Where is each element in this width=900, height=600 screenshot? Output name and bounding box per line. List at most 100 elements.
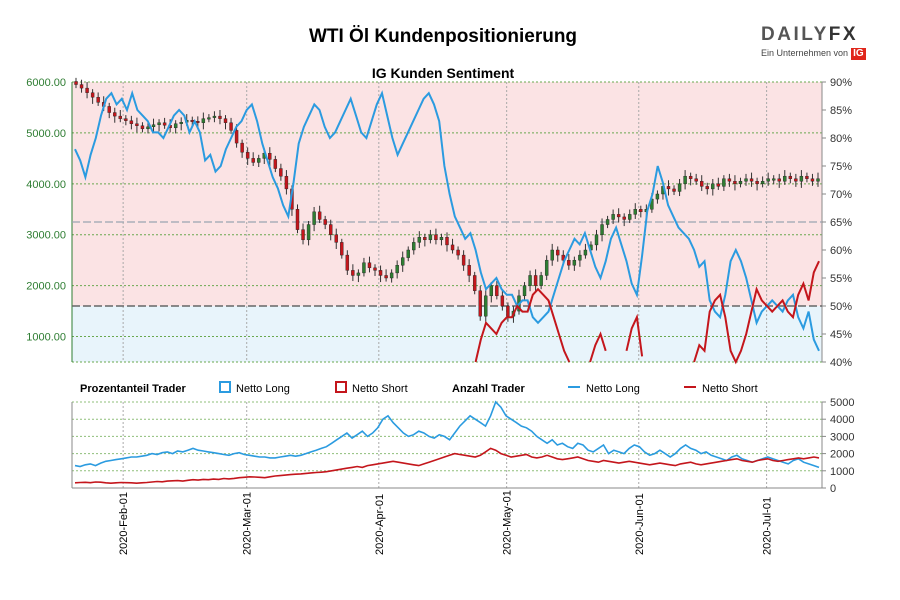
candle-bull	[600, 224, 604, 235]
candle-bear	[694, 178, 698, 182]
candle-bull	[151, 124, 156, 127]
candle-bull	[766, 178, 770, 182]
candle-bear	[423, 237, 427, 241]
chart-title: WTI Öl Kundenpositionierung	[309, 26, 577, 47]
candle-bear	[162, 122, 167, 126]
net-long-pct-line	[74, 89, 820, 352]
candle-bear	[279, 168, 283, 177]
candle-bear	[124, 118, 128, 121]
candle-bear	[461, 254, 466, 266]
candle-bull	[578, 254, 582, 261]
x-tick-label: 2020-Feb-01	[118, 492, 130, 555]
candle-bear	[672, 188, 676, 192]
y-count-tick-label: 3000	[830, 431, 854, 443]
candle-bull	[611, 214, 615, 220]
y-right-tick-label: 70%	[830, 189, 852, 201]
logo-sub-text: Ein Unternehmen von	[761, 48, 849, 58]
candle-bear	[85, 87, 89, 93]
candle-bear	[113, 112, 117, 117]
candle-bull	[633, 209, 637, 215]
candle-bull	[401, 257, 405, 266]
candle-bull	[306, 224, 311, 241]
candle-bull	[406, 249, 410, 258]
candle-bear	[716, 183, 721, 187]
candle-bull	[816, 178, 820, 182]
candle-bear	[295, 209, 300, 230]
chart-subtitle: IG Kunden Sentiment	[372, 65, 515, 81]
net-short-pct-line	[474, 260, 820, 365]
candle-bear	[273, 159, 278, 169]
candle-bull	[312, 211, 316, 225]
y-right-tick-label: 90%	[830, 77, 852, 89]
candle-bear	[472, 275, 477, 291]
y-right-tick-label: 85%	[830, 105, 852, 117]
candle-bear	[805, 175, 809, 179]
candle-bear	[79, 84, 84, 89]
candle-bear	[777, 178, 781, 182]
y-right-tick-label: 80%	[830, 133, 852, 145]
candle-bull	[594, 234, 599, 246]
net-long-count-line	[74, 400, 820, 469]
candle-bear	[506, 305, 510, 317]
legend-count-title: Anzahl Trader	[452, 383, 525, 395]
candle-bear	[323, 219, 327, 225]
candle-bear	[495, 285, 499, 297]
net-short-zone	[72, 82, 822, 306]
candle-bull	[528, 275, 532, 286]
candle-bear	[140, 125, 145, 130]
candle-bear	[567, 259, 571, 266]
candle-bull	[711, 183, 715, 190]
y-right-tick-label: 65%	[830, 217, 852, 229]
logo-subline: Ein Unternehmen von IG	[761, 48, 866, 60]
x-tick-label: 2020-May-01	[502, 490, 514, 555]
candle-bull	[605, 219, 610, 225]
y-right-tick-label: 45%	[830, 329, 852, 341]
candle-bull	[550, 249, 554, 261]
candle-bull	[522, 285, 527, 297]
candle-bear	[666, 186, 671, 190]
candle-bear	[616, 214, 621, 218]
candle-bear	[700, 181, 704, 187]
y-right-tick-label: 75%	[830, 161, 852, 173]
candle-bear	[90, 92, 95, 98]
dailyfx-logo: DAILYFX Ein Unternehmen von IG	[758, 24, 870, 64]
candle-bear	[450, 244, 455, 251]
candle-bear	[229, 122, 233, 131]
candle-bull	[201, 118, 206, 123]
candle-bear	[245, 152, 250, 159]
y-right-tick-label: 40%	[830, 357, 852, 369]
candle-bear	[218, 115, 222, 119]
ig-badge: IG	[851, 48, 866, 60]
y-left-tick-label: 2000.00	[26, 281, 66, 293]
candle-bull	[539, 275, 543, 286]
candle-bull	[783, 175, 787, 182]
candle-bear	[478, 290, 482, 317]
candle-bear	[301, 229, 305, 241]
candle-bear	[74, 81, 78, 85]
candle-bull	[655, 193, 660, 200]
candle-bear	[688, 175, 693, 179]
candle-bear	[556, 249, 560, 256]
y-count-tick-label: 1000	[830, 466, 854, 478]
candle-bear	[456, 249, 460, 256]
candle-bull	[583, 249, 588, 256]
candle-bear	[317, 211, 322, 220]
candle-bull	[760, 181, 765, 185]
x-tick-label: 2020-Apr-01	[374, 494, 386, 555]
candle-bear	[118, 115, 122, 119]
price-sentiment-panel: 6000.00 5000.00 4000.00 3000.00 2000.00 1000.…	[26, 77, 852, 369]
candle-bull	[484, 295, 488, 317]
candle-bear	[727, 178, 732, 182]
legend-pct-title: Prozentanteil Trader	[80, 383, 186, 395]
net-short-count-line	[74, 447, 820, 485]
candle-bear	[445, 237, 449, 246]
candle-bull	[257, 158, 261, 163]
candle-bull	[157, 122, 161, 125]
candle-bear	[794, 178, 798, 182]
x-tick-label: 2020-Jun-01	[634, 493, 646, 555]
candle-bear	[705, 186, 709, 190]
candle-bear	[749, 178, 754, 182]
candle-bull	[179, 122, 183, 124]
candle-bull	[677, 183, 682, 192]
candle-bear	[733, 181, 737, 185]
